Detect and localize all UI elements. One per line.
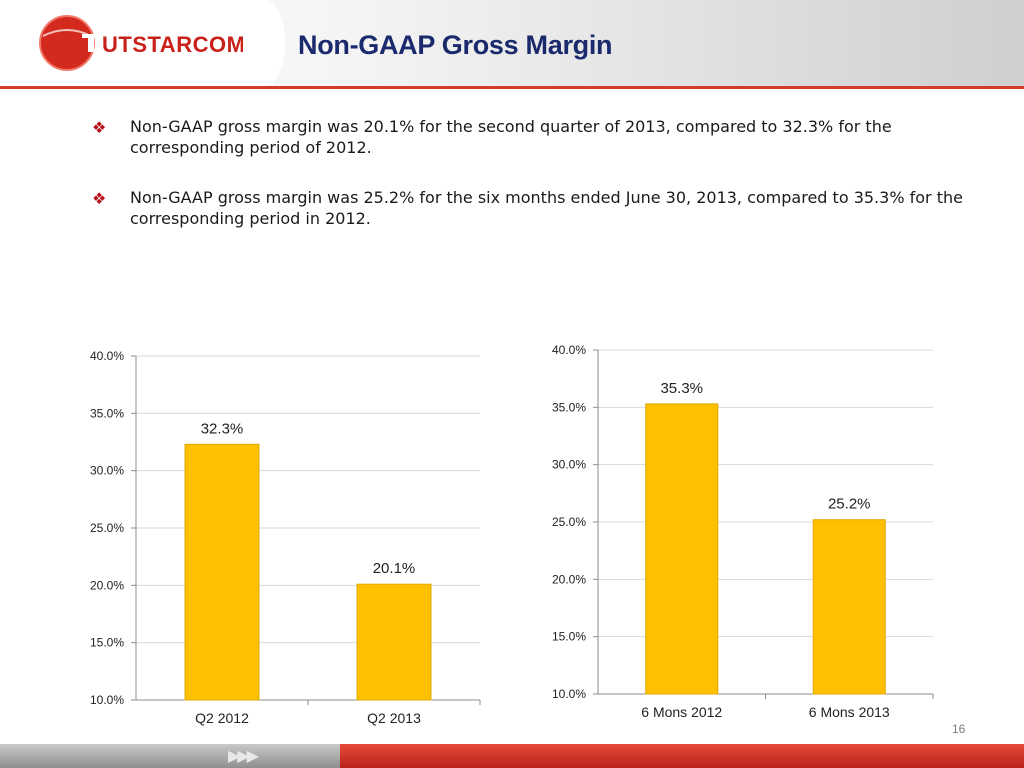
y-tick-label: 35.0% bbox=[90, 406, 124, 420]
y-tick-label: 10.0% bbox=[90, 693, 124, 707]
data-label: 35.3% bbox=[660, 380, 703, 397]
y-tick-label: 40.0% bbox=[90, 349, 124, 363]
bar bbox=[812, 519, 886, 695]
footer-bar-gray bbox=[0, 744, 340, 768]
x-tick-label: Q2 2013 bbox=[367, 710, 421, 726]
y-tick-label: 15.0% bbox=[90, 636, 124, 650]
y-tick-label: 30.0% bbox=[90, 464, 124, 478]
y-tick-label: 20.0% bbox=[90, 578, 124, 592]
data-label: 20.1% bbox=[373, 560, 416, 577]
utstarcom-logo: UTSTARCOM bbox=[39, 15, 243, 71]
y-tick-label: 15.0% bbox=[552, 630, 586, 644]
six-month-margin-chart: 10.0% 15.0% 20.0% 25.0% 30.0% 35.0% 40.0% 35.3%… bbox=[535, 336, 955, 736]
y-tick-label: 25.0% bbox=[90, 521, 124, 535]
y-tick-label: 40.0% bbox=[552, 343, 586, 357]
bullet-text: Non-GAAP gross margin was 25.2% for the … bbox=[130, 188, 963, 228]
header-rule bbox=[0, 86, 1024, 89]
quarter-margin-chart-svg: 10.0% 15.0% 20.0% 25.0% 30.0% 35.0% 40.0% 32.3%… bbox=[90, 349, 481, 726]
data-label: 25.2% bbox=[828, 496, 871, 513]
x-tick-label: Q2 2012 bbox=[195, 710, 249, 726]
bullet-item: ❖ Non-GAAP gross margin was 25.2% for th… bbox=[92, 187, 972, 229]
y-tick-label: 20.0% bbox=[552, 572, 586, 586]
bar bbox=[356, 583, 432, 701]
diamond-bullet-icon: ❖ bbox=[92, 189, 107, 208]
y-tick-label: 25.0% bbox=[552, 515, 586, 529]
bullet-item: ❖ Non-GAAP gross margin was 20.1% for th… bbox=[92, 116, 972, 158]
bar bbox=[645, 403, 719, 695]
bullet-list: ❖ Non-GAAP gross margin was 20.1% for th… bbox=[92, 116, 972, 258]
diamond-bullet-icon: ❖ bbox=[92, 118, 107, 137]
y-tick-label: 10.0% bbox=[552, 687, 586, 701]
slide-title: Non-GAAP Gross Margin bbox=[298, 30, 613, 60]
bar bbox=[184, 443, 260, 701]
six-month-margin-chart-svg: 10.0% 15.0% 20.0% 25.0% 30.0% 35.0% 40.0% 35.3%… bbox=[552, 343, 934, 720]
footer-bar-red bbox=[340, 744, 1024, 768]
quarter-margin-chart: 10.0% 15.0% 20.0% 25.0% 30.0% 35.0% 40.0% 32.3%… bbox=[72, 340, 492, 740]
y-tick-label: 35.0% bbox=[552, 400, 586, 414]
arrow-decoration-icon: ▶▶▶ bbox=[228, 748, 259, 765]
data-label: 32.3% bbox=[201, 420, 244, 437]
y-tick-label: 30.0% bbox=[552, 458, 586, 472]
bullet-text: Non-GAAP gross margin was 20.1% for the … bbox=[130, 117, 892, 157]
page-number: 16 bbox=[952, 722, 966, 736]
x-tick-label: 6 Mons 2012 bbox=[641, 704, 722, 720]
logo-wordmark: UTSTARCOM bbox=[102, 32, 243, 57]
x-tick-label: 6 Mons 2013 bbox=[809, 704, 890, 720]
